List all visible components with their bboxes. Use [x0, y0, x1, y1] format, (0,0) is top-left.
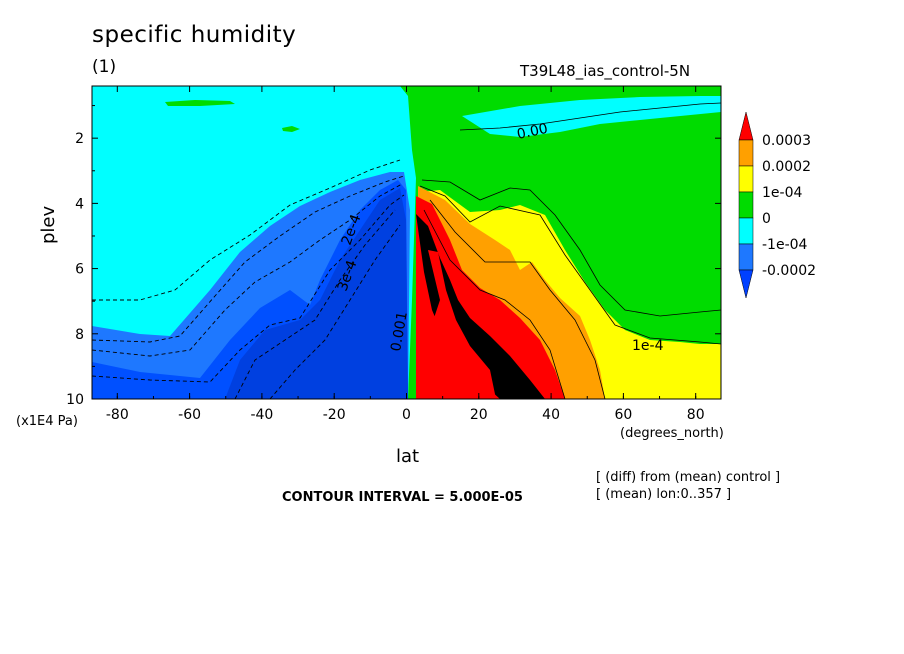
contour-label-1e4: 1e-4: [632, 338, 664, 354]
region-green-speck2: [282, 126, 300, 132]
negative-contours: [92, 159, 405, 399]
chart-title: specific humidity: [92, 22, 297, 48]
legend-swatch: [738, 191, 754, 219]
region-red-inner: [428, 250, 496, 399]
legend-label: 0.0002: [762, 159, 811, 175]
region-darkblue-core: [225, 188, 408, 399]
x-tick-label: -40: [250, 407, 273, 423]
legend-swatch: [738, 217, 754, 245]
x-tick-label: -20: [323, 407, 346, 423]
legend-swatch: [738, 165, 754, 193]
region-green-speck: [165, 100, 235, 106]
contour-label-zero: 0.00: [516, 121, 550, 143]
diff-note: [ (diff) from (mean) control ]: [596, 470, 781, 485]
x-axis-label: lat: [396, 446, 420, 467]
legend-label: 0.0003: [762, 133, 811, 149]
y-tick-label: 10: [66, 392, 84, 408]
contour-interval: CONTOUR INTERVAL = 5.000E-05: [282, 490, 523, 505]
x-tick-label: 60: [614, 407, 632, 423]
mean-note: [ (mean) lon:0..357 ]: [596, 487, 732, 502]
y-tick-label: 2: [75, 131, 84, 147]
chart-subtitle: (1): [92, 57, 117, 77]
contour-fill: [92, 86, 721, 399]
legend-label: 1e-04: [762, 185, 802, 201]
x-tick-label: 40: [542, 407, 560, 423]
legend-swatch-top: [738, 111, 754, 141]
legend-label: -1e-04: [762, 237, 808, 253]
y-tick-label: 4: [75, 196, 84, 212]
y-tick-label: 6: [75, 262, 84, 278]
x-tick-label: 0: [402, 407, 411, 423]
x-tick-label: 20: [470, 407, 488, 423]
legend-swatch: [738, 243, 754, 271]
legend-label: -0.0002: [762, 263, 816, 279]
x-tick-label: 80: [687, 407, 705, 423]
legend-label: 0: [762, 211, 771, 227]
positive-contours: [419, 102, 721, 399]
x-tick-label: -80: [106, 407, 129, 423]
x-axis-units: (degrees_north): [620, 426, 724, 441]
y-tick-label: 8: [75, 327, 84, 343]
x-tick-label: -60: [178, 407, 201, 423]
legend-swatch-bottom: [738, 269, 754, 299]
color-legend: 0.0003 0.0002 1e-04 0 -1e-04 -0.0002: [738, 111, 816, 299]
run-name: T39L48_ias_control-5N: [520, 62, 691, 80]
y-axis-units: (x1E4 Pa): [16, 414, 78, 429]
contour-label-001: 0.001: [388, 310, 411, 352]
legend-swatch: [738, 139, 754, 167]
axes: -80 -60 -40 -20 0 20 40 60 80 2 4 6 8 10: [66, 86, 721, 423]
